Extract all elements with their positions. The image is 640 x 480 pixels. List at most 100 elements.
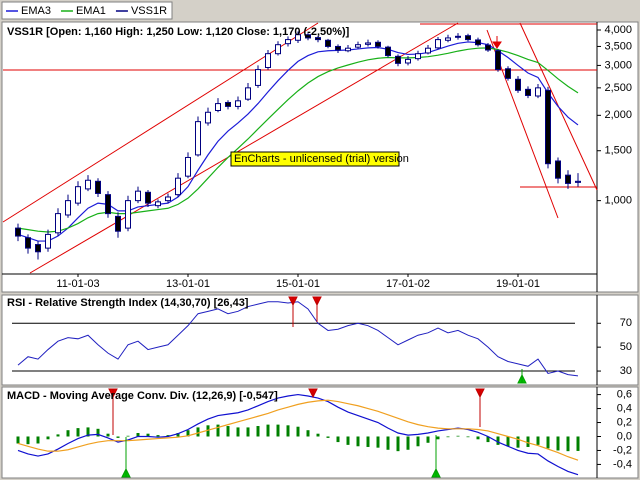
candle-body <box>175 177 181 196</box>
candle-body <box>195 121 201 156</box>
candle-body <box>345 47 351 52</box>
histogram-bar <box>256 426 260 437</box>
x-tick-label: 11-01-03 <box>56 278 99 290</box>
y-tick-label: 50 <box>620 341 632 353</box>
watermark: EnCharts - unlicensed (trial) version <box>234 153 409 165</box>
histogram-bar <box>296 426 300 437</box>
candle-body <box>455 35 461 38</box>
histogram-bar <box>556 436 560 451</box>
watermark-box <box>230 151 400 167</box>
histogram-bar <box>186 430 190 437</box>
candle-body <box>445 37 451 41</box>
legend-box <box>1 1 173 20</box>
candle-body <box>95 180 101 194</box>
candle-body <box>325 39 331 47</box>
y-tick-label: 70 <box>620 317 632 329</box>
legend: EMA3 EMA1 VSS1R <box>6 5 167 17</box>
candle-body <box>475 39 481 46</box>
histogram-bar <box>206 425 210 437</box>
candle-body <box>395 55 401 64</box>
candle-body <box>35 244 41 253</box>
candle-body <box>15 227 21 237</box>
candle-body <box>305 34 311 39</box>
macd-panel <box>1 386 639 479</box>
histogram-bar <box>46 436 50 440</box>
candle-body <box>485 44 491 51</box>
candle-body <box>215 103 221 111</box>
candle-body <box>505 68 511 79</box>
candle-body <box>185 156 191 177</box>
histogram-bar <box>216 424 220 437</box>
x-tick-label: 17-01-02 <box>386 278 430 290</box>
candle-body <box>75 186 81 204</box>
histogram-bar <box>546 436 550 449</box>
histogram-bar <box>176 433 180 437</box>
x-tick-label: 13-01-01 <box>166 278 210 290</box>
histogram-bar <box>326 436 330 438</box>
histogram-bar <box>496 436 500 445</box>
histogram-bar <box>426 436 430 443</box>
candle-body <box>265 53 271 68</box>
candle-body <box>295 34 301 41</box>
histogram-bar <box>476 436 480 440</box>
y-tick-label: 1,500 <box>604 145 632 157</box>
histogram-bar <box>86 427 90 437</box>
candle-body <box>135 190 141 202</box>
histogram-bar <box>336 436 340 443</box>
y-tick-label: 2,000 <box>604 109 632 121</box>
candle-body <box>415 53 421 60</box>
candle-body <box>275 44 281 55</box>
x-tick-label: 19-01-01 <box>496 278 540 290</box>
histogram-bar <box>276 424 280 437</box>
candle-body <box>555 160 561 179</box>
candle-body <box>285 39 291 45</box>
candle-body <box>315 37 321 41</box>
rsi-line <box>17 301 579 377</box>
histogram-bar <box>136 433 140 437</box>
histogram-bar <box>376 436 380 448</box>
plots: 1,000 1,500 2,000 2,500 3,000 3,500 4,000 11-01… <box>12 24 632 476</box>
candle-body <box>165 196 171 202</box>
histogram-bar <box>56 434 60 437</box>
x-tick-label: 15-01-01 <box>276 278 320 290</box>
y-tick-label: -0,2 <box>613 444 632 456</box>
macd-line <box>17 399 579 461</box>
signal-markers <box>108 36 527 478</box>
candle-body <box>575 180 581 183</box>
histogram-bar <box>456 435 460 437</box>
histogram-bar <box>226 426 230 437</box>
y-tick-label: -0,4 <box>613 458 632 470</box>
histogram-bar <box>116 436 120 438</box>
y-tick-label: 0,2 <box>617 416 632 428</box>
candle-body <box>525 88 531 96</box>
candle-body <box>65 200 71 216</box>
rsi-panel <box>1 294 639 386</box>
candle-body <box>25 237 31 249</box>
y-tick-label: 0,4 <box>617 402 632 414</box>
y-tick-label: 3,500 <box>604 40 632 52</box>
candle-body <box>115 215 121 232</box>
legend-label: EMA3 <box>21 5 51 17</box>
candle-body <box>425 47 431 54</box>
histogram-bar <box>96 428 100 437</box>
histogram-bar <box>396 436 400 452</box>
histogram-bar <box>126 435 130 437</box>
histogram-bar <box>576 436 580 451</box>
candle-body <box>55 213 61 234</box>
histogram-bar <box>566 436 570 452</box>
y-tick-label: 3,000 <box>604 59 632 71</box>
price-panel <box>1 21 639 293</box>
histogram-bar <box>486 436 490 443</box>
candle-body <box>255 69 261 86</box>
candle-body <box>365 42 371 45</box>
candle-body <box>465 35 471 41</box>
rsi-title: RSI - Relative Strength Index (14,30,70)… <box>7 297 249 309</box>
histogram-bar <box>196 427 200 437</box>
candle-body <box>565 174 571 184</box>
candle-body <box>235 100 241 107</box>
histogram-bar <box>446 436 450 438</box>
histogram-bar <box>286 425 290 437</box>
candle-body <box>405 58 411 64</box>
candle-body <box>245 87 251 100</box>
